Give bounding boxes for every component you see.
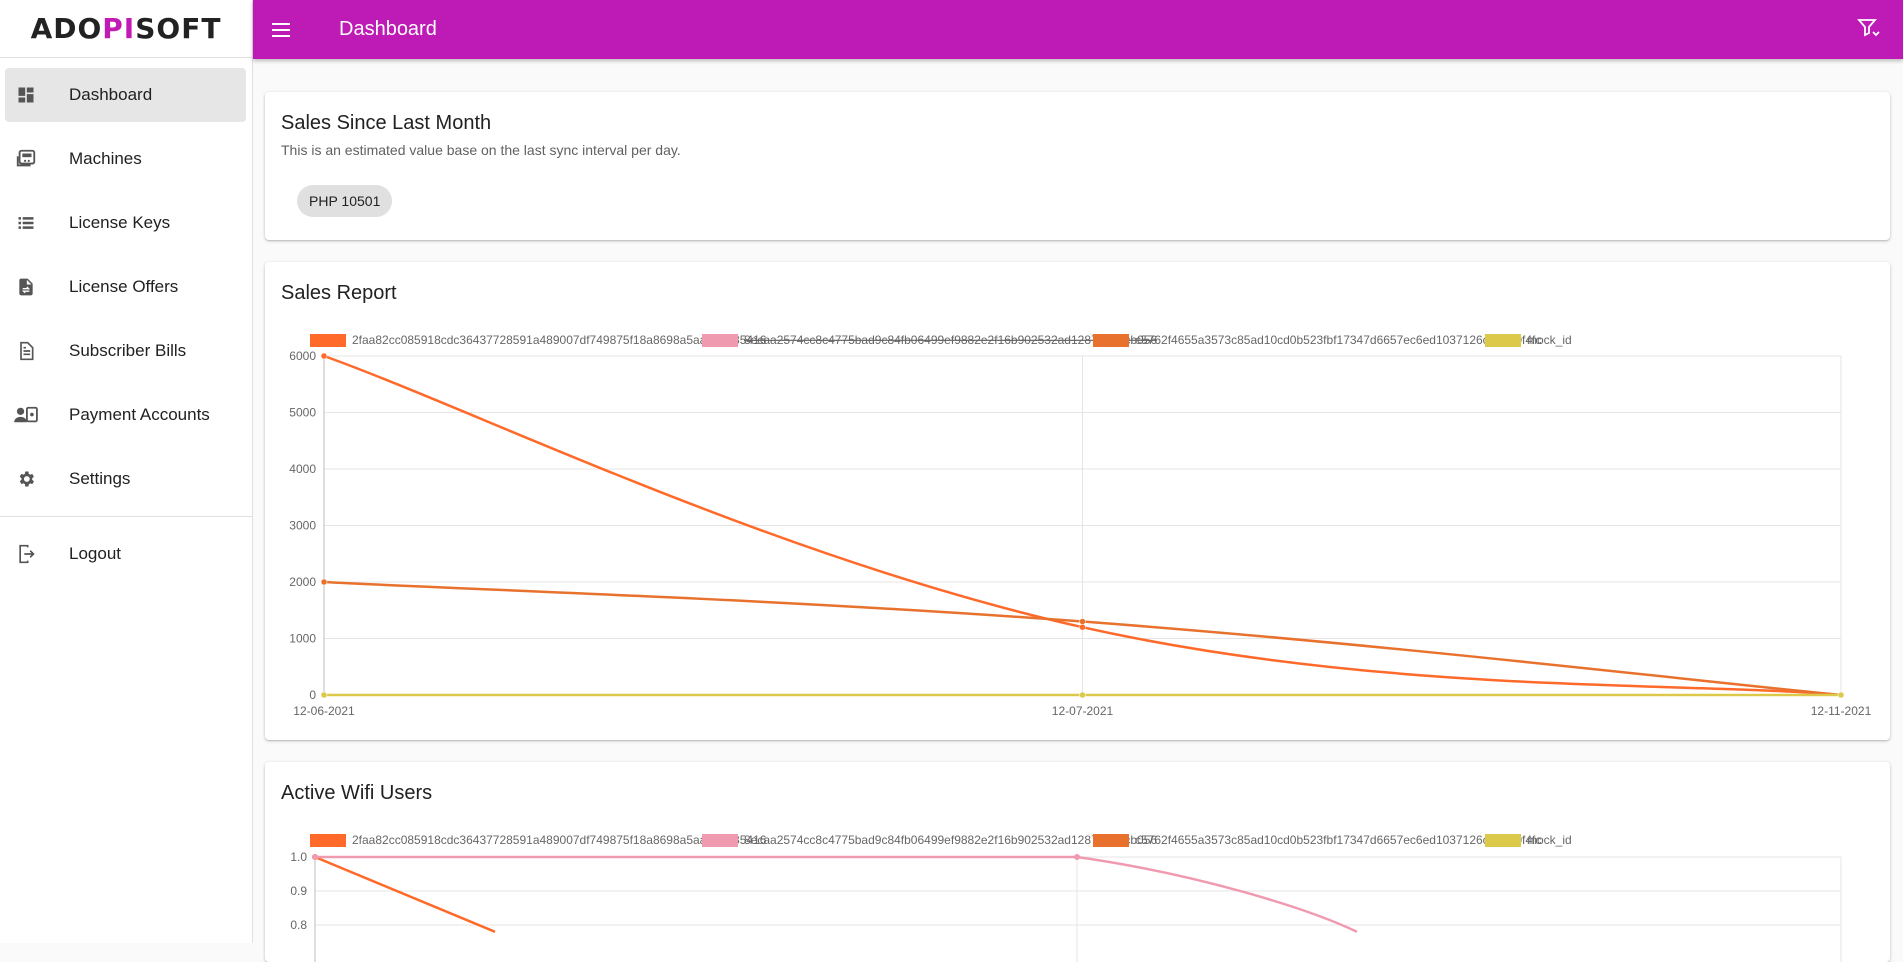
sidebar-item-dashboard[interactable]: Dashboard xyxy=(5,68,246,122)
legend-swatch xyxy=(1485,834,1521,847)
document-swap-icon xyxy=(14,275,38,299)
card-subtitle: This is an estimated value base on the l… xyxy=(281,142,681,158)
machine-icon xyxy=(14,147,38,171)
brand-logo[interactable]: ADO PI SOFT xyxy=(0,0,252,58)
app-bar: Dashboard xyxy=(253,0,1903,59)
y-tick-label: 0.9 xyxy=(290,884,307,898)
data-point xyxy=(1079,623,1086,631)
legend-label: 2faa82cc085918cdc36437728591a489007df749… xyxy=(352,833,767,847)
series-line xyxy=(315,855,1358,933)
legend-label: 8ecaa2574cc8c4775bad9c84fb06499ef9882e2f… xyxy=(744,833,1157,847)
filter-icon[interactable] xyxy=(1855,14,1883,42)
sidebar-divider xyxy=(0,516,252,517)
sidebar-nav: Dashboard Machines License Keys License … xyxy=(0,58,252,581)
sidebar-item-label: Payment Accounts xyxy=(69,405,210,424)
y-tick-label: 6000 xyxy=(289,349,316,363)
x-tick-label: 12-06-2021 xyxy=(293,704,355,718)
data-point xyxy=(320,578,328,586)
legend-swatch xyxy=(1093,834,1129,847)
data-point xyxy=(1837,691,1845,699)
sidebar-item-machines[interactable]: Machines xyxy=(5,132,246,186)
sales-total-chip: PHP 10501 xyxy=(297,185,393,217)
data-point xyxy=(312,854,318,860)
card-title: Sales Report xyxy=(281,282,397,304)
legend-label: c5762f4655a3573c85ad10cd0b523fbf17347d66… xyxy=(1135,833,1541,847)
active-wifi-users-chart: 2faa82cc085918cdc36437728591a489007df749… xyxy=(290,833,1842,962)
sidebar-item-license-keys[interactable]: License Keys xyxy=(5,196,246,250)
y-tick-label: 2000 xyxy=(289,575,316,589)
legend-label: 2faa82cc085918cdc36437728591a489007df749… xyxy=(352,333,767,347)
y-tick-label: 0 xyxy=(309,688,316,702)
bill-icon xyxy=(14,339,38,363)
x-tick-label: 12-07-2021 xyxy=(1052,704,1114,718)
y-tick-label: 3000 xyxy=(289,519,316,533)
sales-report-chart: 2faa82cc085918cdc36437728591a489007df749… xyxy=(289,333,1872,718)
sidebar-item-license-offers[interactable]: License Offers xyxy=(5,260,246,314)
sidebar-item-label: License Keys xyxy=(69,213,171,232)
sales-report-card: Sales Report 2faa82cc085918cdc3643772859… xyxy=(265,262,1890,740)
sidebar-item-logout[interactable]: Logout xyxy=(5,527,246,581)
data-point xyxy=(1079,618,1086,625)
legend-label: c5762f4655a3573c85ad10cd0b523fbf17347d66… xyxy=(1135,333,1541,347)
brand-prefix: ADO xyxy=(30,12,103,45)
sidebar: ADO PI SOFT Dashboard Machines License Key… xyxy=(0,0,253,943)
legend-swatch xyxy=(310,834,346,847)
legend-swatch xyxy=(1485,334,1521,347)
y-tick-label: 0.8 xyxy=(290,918,307,932)
x-tick-label: 12-11-2021 xyxy=(1811,704,1872,718)
data-point xyxy=(1079,691,1086,699)
y-tick-label: 4000 xyxy=(289,462,316,476)
card-title: Sales Since Last Month xyxy=(281,112,492,134)
sales-since-last-month-card: Sales Since Last Month This is an estima… xyxy=(265,92,1890,240)
y-tick-label: 5000 xyxy=(289,406,316,420)
logout-icon xyxy=(14,542,38,566)
sidebar-item-subscriber-bills[interactable]: Subscriber Bills xyxy=(5,324,246,378)
sidebar-item-label: Settings xyxy=(69,469,131,488)
y-tick-label: 1.0 xyxy=(290,850,307,864)
sidebar-item-label: Dashboard xyxy=(69,85,153,104)
gear-icon xyxy=(14,467,38,491)
legend-swatch xyxy=(702,834,738,847)
account-card-icon xyxy=(14,403,38,427)
data-point xyxy=(1074,854,1080,860)
data-point xyxy=(320,691,328,699)
series-line xyxy=(314,855,496,933)
legend-label: mock_id xyxy=(1527,833,1572,847)
menu-icon[interactable] xyxy=(267,16,295,44)
data-point xyxy=(320,352,328,360)
dashboard-icon xyxy=(14,83,38,107)
sidebar-item-label: Subscriber Bills xyxy=(69,341,187,360)
legend-label: mock_id xyxy=(1527,333,1572,347)
brand-suffix: SOFT xyxy=(135,12,222,45)
y-tick-label: 1000 xyxy=(289,632,316,646)
brand-highlight: PI xyxy=(102,12,136,45)
legend-swatch xyxy=(310,334,346,347)
legend-swatch xyxy=(702,334,738,347)
sidebar-item-label: Machines xyxy=(69,149,142,168)
sidebar-item-settings[interactable]: Settings xyxy=(5,452,246,506)
list-icon xyxy=(14,211,38,235)
page-title: Dashboard xyxy=(339,18,437,40)
sidebar-item-label: License Offers xyxy=(69,277,179,296)
legend-label: 8ecaa2574cc8c4775bad9c84fb06499ef9882e2f… xyxy=(744,333,1157,347)
sidebar-item-label: Logout xyxy=(69,544,121,563)
card-title: Active Wifi Users xyxy=(281,782,433,804)
sidebar-item-payment-accounts[interactable]: Payment Accounts xyxy=(5,388,246,442)
legend-swatch xyxy=(1093,334,1129,347)
active-wifi-users-card: Active Wifi Users 2faa82cc085918cdc36437… xyxy=(265,762,1890,962)
